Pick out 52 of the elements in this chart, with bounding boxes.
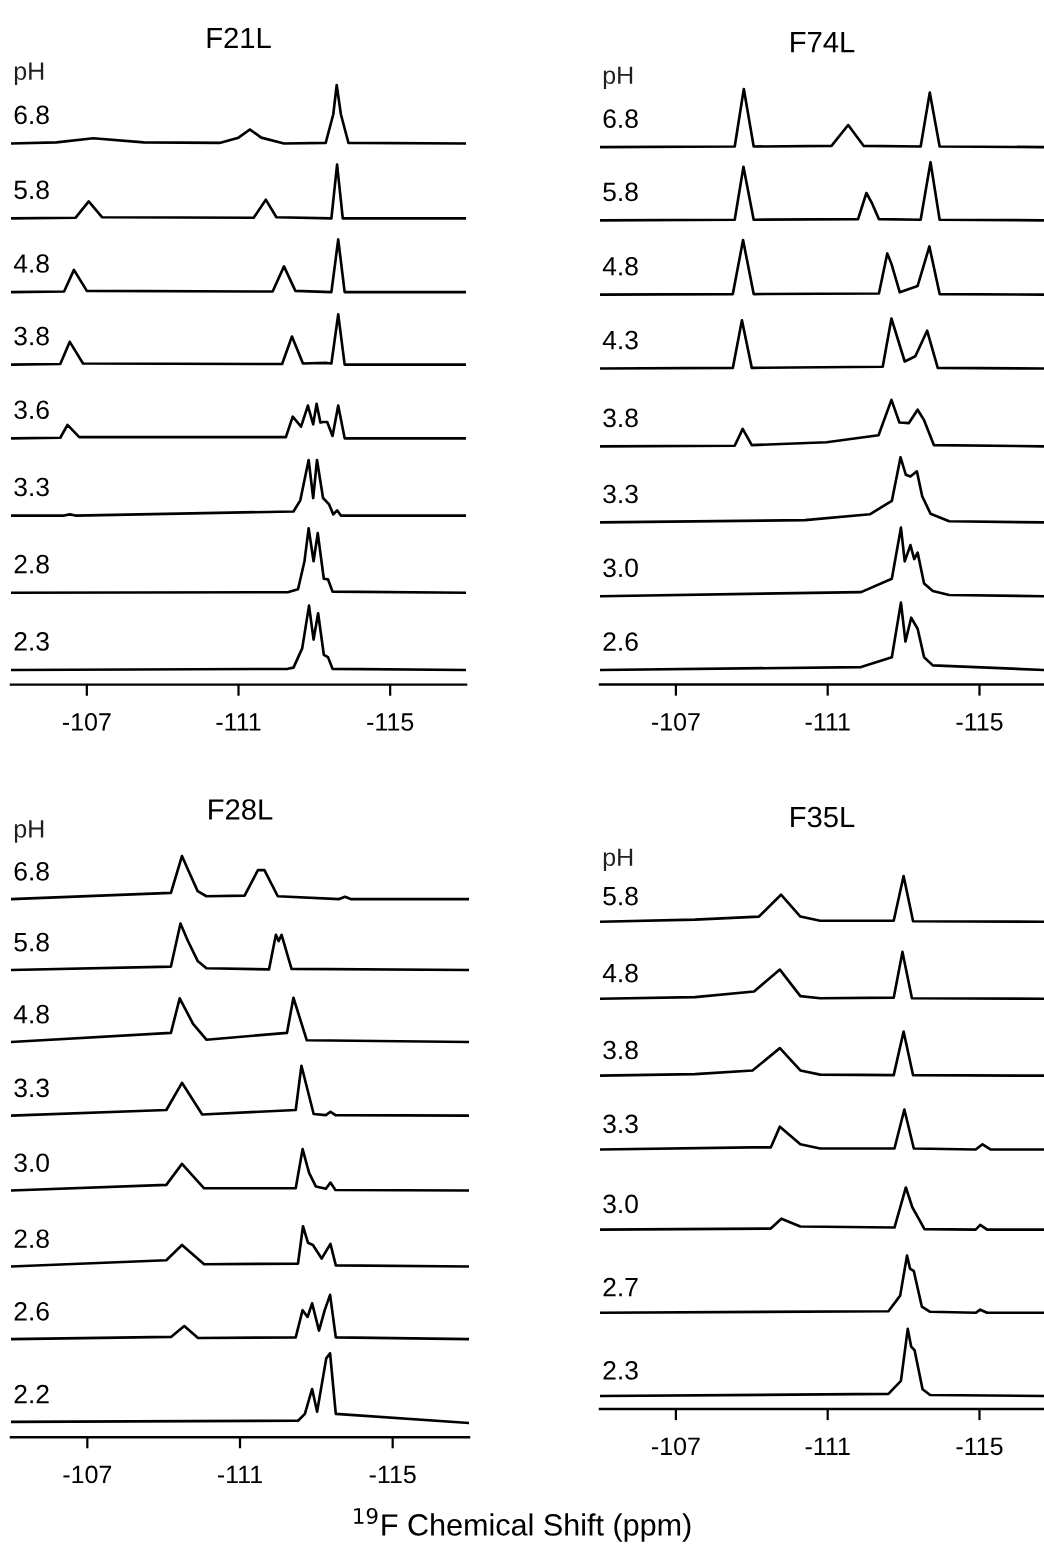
series-label: 6.8: [14, 861, 49, 881]
chart-title: F28L: [209, 799, 273, 820]
series-label: 3.0: [14, 1153, 49, 1173]
series-label: 2.2: [14, 1384, 49, 1404]
series-label: 2.6: [603, 632, 638, 651]
chart-title: F74L: [791, 32, 855, 53]
series-label: 3.3: [14, 1078, 49, 1098]
series-label: 4.8: [13, 254, 49, 273]
text: pH: [603, 848, 633, 872]
series-label: 3.0: [603, 1194, 638, 1214]
series-label: 4.8: [13, 1004, 49, 1024]
series-label: 2.3: [603, 1361, 638, 1380]
series-label: 3.8: [14, 326, 49, 346]
series-label: 5.8: [14, 932, 49, 952]
series-label: 3.3: [603, 484, 638, 504]
series-label: 2.3: [14, 632, 49, 651]
series-label: 4.8: [602, 256, 638, 276]
x-tick-label: -107: [62, 713, 111, 731]
series-label: 3.6: [14, 400, 49, 420]
series-label: 2.6: [14, 1301, 49, 1321]
series-label: 5.8: [603, 886, 638, 906]
x-tick-label: -115: [369, 1465, 416, 1484]
x-tick-label: -111: [217, 1465, 262, 1484]
chart-title: F35L: [791, 806, 855, 828]
series-label: 3.0: [603, 558, 638, 578]
series-label: 3.8: [603, 408, 638, 428]
chart-title: F21L: [207, 27, 271, 49]
x-tick-label: -115: [956, 1437, 1003, 1456]
x-tick-label: -107: [651, 1437, 700, 1456]
text: pH: [14, 820, 44, 843]
x-tick-label: -115: [956, 713, 1003, 731]
series-label: 3.3: [14, 477, 49, 497]
series-label: 4.3: [602, 330, 638, 350]
series-label: 5.8: [603, 182, 638, 202]
x-tick-label: -107: [651, 712, 700, 731]
x-axis-title: $^{19}$F Chemical Shift (ppm): [354, 1507, 691, 1542]
series-label: 2.7: [603, 1277, 638, 1297]
annotation: pH: [603, 66, 633, 90]
x-tick-label: -111: [216, 713, 261, 731]
x-tick-label: -107: [63, 1465, 112, 1484]
series-label: 6.8: [14, 105, 49, 125]
series-label: 6.8: [603, 109, 638, 129]
series-label: 2.8: [14, 1229, 49, 1249]
series-label: 2.8: [14, 554, 49, 574]
series-label: 4.8: [602, 963, 638, 983]
series-label: 5.8: [14, 180, 49, 200]
x-tick-label: -111: [805, 713, 850, 731]
series-label: 3.3: [603, 1114, 638, 1134]
x-tick-label: -111: [805, 1437, 850, 1455]
text: pH: [14, 62, 44, 85]
series-label: 3.8: [603, 1040, 638, 1060]
x-tick-label: -115: [367, 713, 414, 731]
